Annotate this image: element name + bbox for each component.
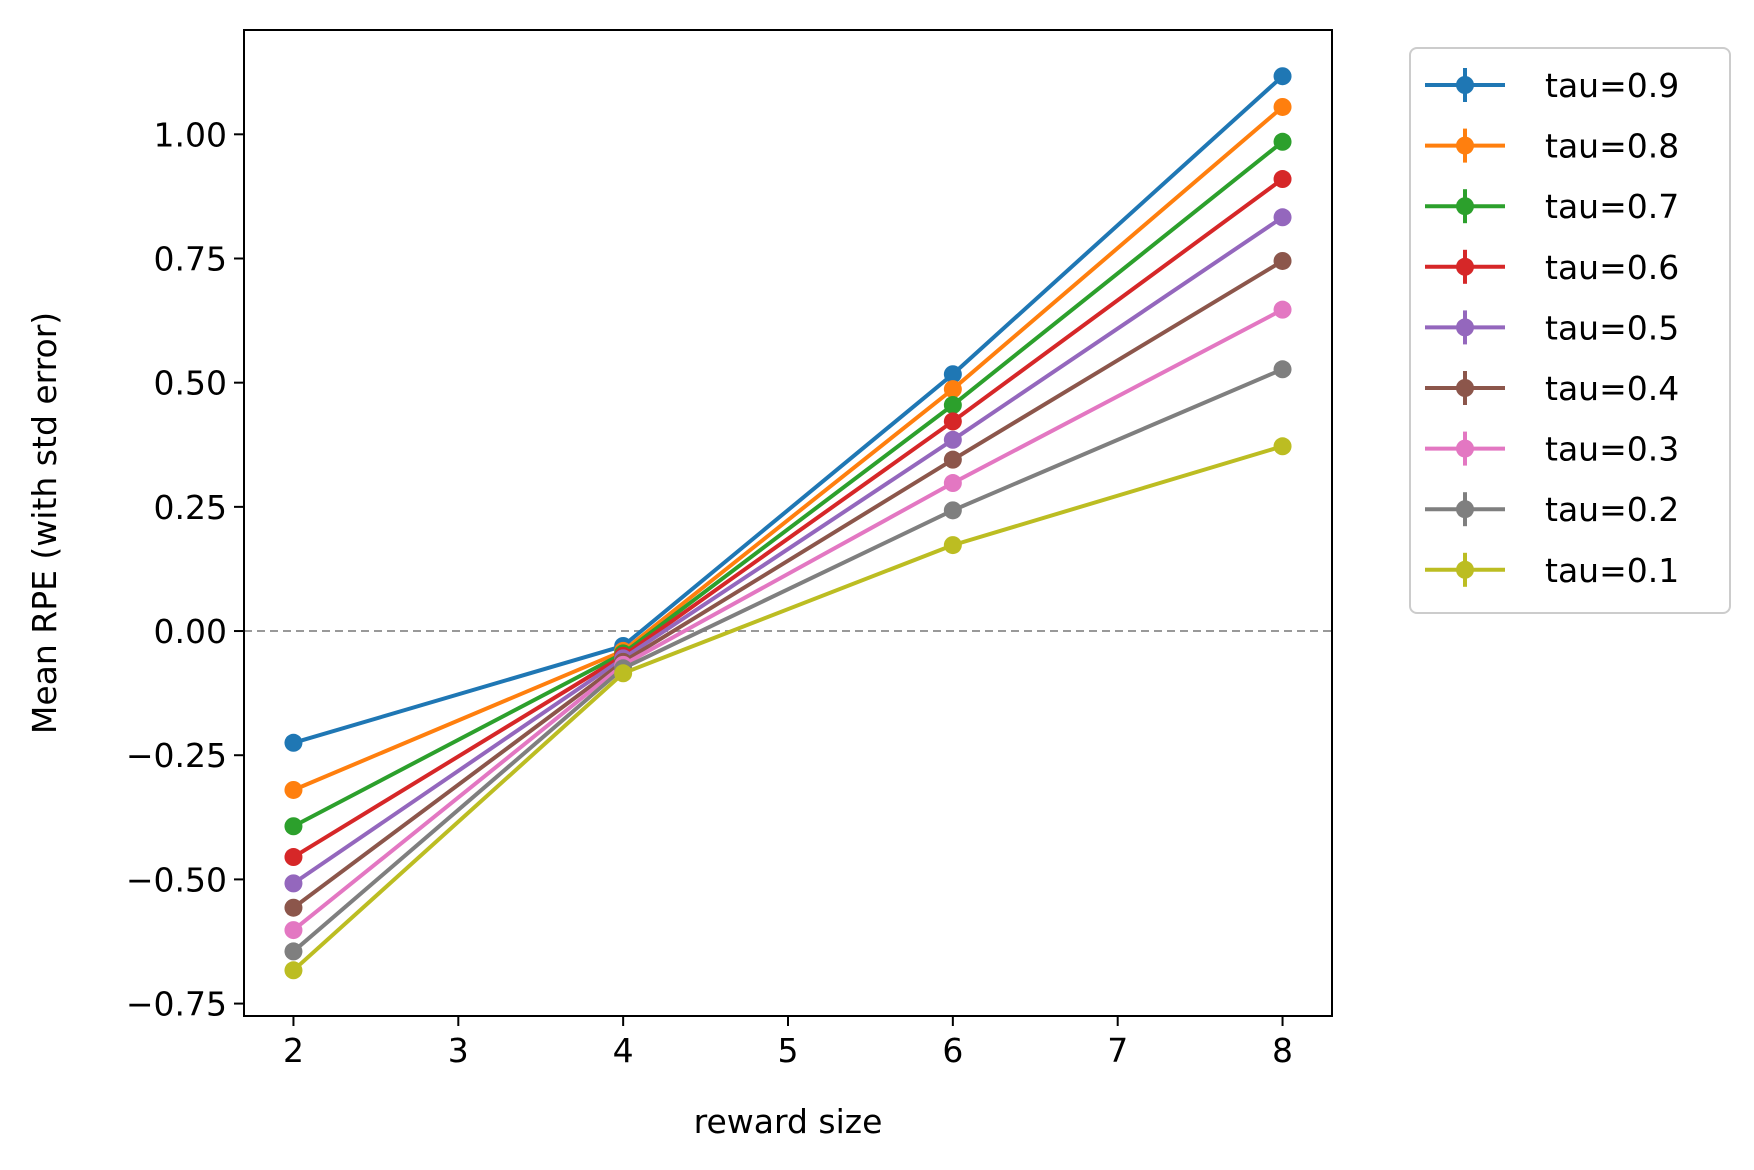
data-point [614,664,633,683]
data-point [1273,251,1292,270]
data-point [943,474,962,493]
legend-label: tau=0.9 [1545,66,1679,105]
series-line [292,444,1284,972]
legend-marker-swatch [1456,76,1474,94]
legend-frame [1409,47,1731,614]
legend-label: tau=0.7 [1545,187,1679,226]
y-tick-label: −0.50 [126,860,227,899]
series-tau=0.5 [284,208,1292,893]
legend-entry: tau=0.6 [1425,248,1679,287]
legend: tau=0.9 tau=0.8 tau=0.7 tau=0.6 tau=0.5 tau=0… [1409,47,1731,614]
y-tick-label: −0.25 [126,736,227,775]
y-tick-label: 0.75 [154,239,227,278]
series-line [292,74,1284,745]
data-point [1273,437,1292,456]
legend-marker-swatch [1456,560,1474,579]
series-line [292,215,1284,886]
legend-entry: tau=0.3 [1425,430,1679,469]
data-point [284,942,303,961]
legend-marker-swatch [1456,439,1474,458]
y-axis-label: Mean RPE (with std error) [25,312,64,734]
legend-marker-swatch [1456,257,1474,276]
legend-label: tau=0.5 [1545,308,1679,347]
legend-marker-swatch [1456,500,1474,519]
x-tick-label: 6 [942,1031,963,1070]
legend-marker-swatch [1456,318,1474,337]
legend-entry: tau=0.5 [1425,308,1679,347]
data-point [284,921,303,940]
y-tick-label: 0.00 [154,612,227,651]
data-point [1273,300,1292,319]
legend-marker-swatch [1456,379,1474,397]
series-tau=0.9 [284,67,1292,752]
data-point [284,874,303,893]
legend-label: tau=0.8 [1545,127,1679,166]
y-tick-label: 0.25 [154,488,227,527]
series-line [292,105,1284,792]
data-point [1273,360,1292,379]
data-point [284,848,303,867]
x-tick-label: 4 [613,1031,634,1070]
y-tick-label: −0.75 [126,985,227,1024]
x-tick-label: 2 [283,1031,304,1070]
x-tick-label: 3 [448,1031,469,1070]
series-layer [284,67,1292,980]
data-point [943,430,962,449]
x-axis-label: reward size [694,1102,883,1141]
axes-layer: 2 3 4 5 6 7 8 −0.75 −0.50 −0.25 0.00 0.25 0.50 0.75 1… [25,29,1333,1141]
series-tau=0.2 [284,360,1292,961]
y-tick-label: 1.00 [154,115,227,154]
legend-items: tau=0.9 tau=0.8 tau=0.7 tau=0.6 tau=0.5 tau=0… [1425,66,1679,590]
data-point [284,780,303,799]
series-tau=0.1 [284,437,1292,980]
legend-entry: tau=0.4 [1425,369,1679,408]
x-tick-label: 5 [778,1031,799,1070]
series-line [292,140,1284,829]
data-point [1273,170,1292,189]
data-point [284,961,303,980]
series-line [292,259,1284,910]
legend-label: tau=0.6 [1545,248,1679,287]
legend-label: tau=0.2 [1545,490,1679,529]
series-line [292,177,1284,859]
data-point [943,365,962,384]
data-point [943,412,962,431]
legend-label: tau=0.4 [1545,369,1679,408]
legend-marker-swatch [1456,136,1474,155]
legend-entry: tau=0.8 [1425,127,1679,166]
data-point [1273,97,1292,116]
data-point [1273,67,1292,86]
legend-label: tau=0.3 [1545,430,1679,469]
series-line [292,307,1284,932]
data-point [943,450,962,469]
data-point [284,817,303,836]
data-point [943,501,962,520]
y-tick-label: 0.50 [154,364,227,403]
legend-entry: tau=0.9 [1425,66,1679,105]
series-tau=0.8 [284,97,1292,799]
y-axis-ticks: −0.75 −0.50 −0.25 0.00 0.25 0.50 0.75 1.00 [126,115,244,1024]
x-tick-label: 8 [1272,1031,1293,1070]
legend-entry: tau=0.7 [1425,187,1679,226]
data-point [943,380,962,399]
data-point [943,396,962,415]
legend-marker-swatch [1456,197,1474,216]
data-point [1273,132,1292,151]
data-point [284,733,303,752]
legend-entry: tau=0.1 [1425,551,1679,590]
x-axis-ticks: 2 3 4 5 6 7 8 [283,1016,1293,1070]
data-point [1273,208,1292,227]
legend-entry: tau=0.2 [1425,490,1679,529]
data-point [284,898,303,917]
x-tick-label: 7 [1107,1031,1128,1070]
data-point [943,536,962,555]
series-line [292,367,1284,953]
legend-label: tau=0.1 [1545,551,1679,590]
